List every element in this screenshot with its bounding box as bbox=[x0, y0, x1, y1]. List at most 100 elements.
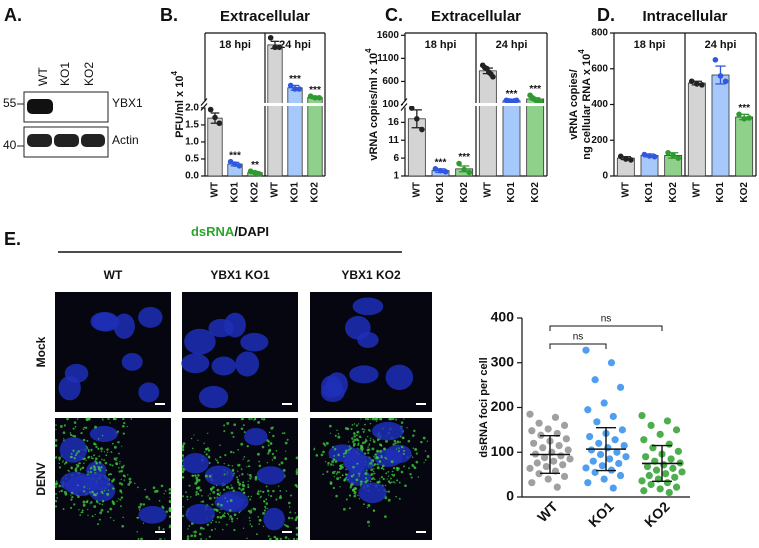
dsrna-signal bbox=[357, 444, 360, 447]
dsrna-signal bbox=[93, 493, 96, 497]
dsrna-signal bbox=[215, 521, 217, 523]
dsrna-signal bbox=[233, 513, 237, 517]
dsrna-signal bbox=[121, 445, 123, 447]
dsrna-signal bbox=[70, 494, 72, 496]
data-point bbox=[550, 457, 558, 465]
dsrna-signal bbox=[247, 460, 249, 462]
dsrna-signal bbox=[315, 454, 319, 457]
dsrna-signal bbox=[352, 440, 355, 443]
dsrna-signal bbox=[223, 430, 226, 433]
data-point bbox=[526, 464, 534, 472]
nucleus bbox=[208, 318, 234, 338]
dsrna-signal bbox=[332, 458, 336, 461]
x-tick-label: KO2 bbox=[459, 182, 470, 203]
nucleus bbox=[385, 444, 412, 464]
dsrna-signal bbox=[86, 501, 88, 504]
column-label: WT bbox=[104, 268, 123, 282]
dsrna-signal bbox=[345, 476, 347, 479]
axis-break bbox=[206, 103, 324, 106]
dsrna-signal bbox=[355, 434, 358, 437]
dsrna-signal bbox=[402, 452, 405, 455]
y-tick-label: 300 bbox=[491, 353, 515, 369]
dsrna-signal bbox=[331, 445, 334, 449]
dsrna-signal bbox=[266, 489, 270, 493]
dsrna-signal bbox=[273, 535, 277, 539]
dsrna-signal bbox=[168, 526, 172, 529]
y-axis-title-superscript: 4 bbox=[577, 49, 586, 54]
dsrna-signal bbox=[261, 418, 264, 420]
nucleus bbox=[113, 313, 135, 339]
dsrna-signal bbox=[390, 417, 393, 421]
dsrna-signal bbox=[107, 489, 110, 492]
dsrna-signal bbox=[62, 461, 64, 463]
dsrna-signal bbox=[96, 523, 99, 526]
dsrna-signal bbox=[380, 456, 383, 459]
nucleus bbox=[181, 353, 210, 374]
dsrna-signal bbox=[353, 432, 356, 435]
dsrna-signal bbox=[240, 427, 244, 431]
dsrna-signal bbox=[216, 488, 220, 492]
dsrna-signal bbox=[243, 431, 246, 434]
dsrna-signal bbox=[94, 460, 97, 463]
dsrna-signal bbox=[95, 445, 98, 449]
dsrna-signal bbox=[279, 495, 282, 498]
dsrna-signal bbox=[63, 490, 67, 494]
dsrna-signal bbox=[233, 472, 235, 475]
dsrna-signal bbox=[396, 468, 399, 472]
dsrna-signal bbox=[117, 440, 120, 444]
dsrna-signal bbox=[336, 429, 338, 432]
dsrna-signal bbox=[413, 429, 416, 433]
dsrna-signal bbox=[374, 463, 377, 466]
dsrna-signal bbox=[216, 461, 220, 464]
nucleus bbox=[352, 297, 384, 316]
dsrna-signal bbox=[284, 457, 288, 461]
data-point bbox=[216, 120, 223, 127]
dsrna-signal bbox=[398, 447, 400, 449]
dsrna-signal bbox=[353, 435, 356, 438]
dsrna-signal bbox=[322, 473, 324, 476]
dsrna-signal bbox=[289, 511, 292, 514]
dsrna-signal bbox=[409, 473, 412, 476]
dsrna-signal bbox=[226, 421, 230, 425]
dsrna-signal bbox=[384, 456, 387, 459]
y-axis-title: vRNA copies/ bbox=[568, 69, 580, 140]
dsrna-signal bbox=[70, 433, 73, 437]
data-point bbox=[669, 464, 677, 472]
dsrna-signal bbox=[82, 428, 84, 430]
data-point bbox=[665, 149, 671, 156]
x-tick-label: KO2 bbox=[668, 182, 679, 203]
dsrna-signal bbox=[249, 498, 252, 501]
dsrna-signal bbox=[324, 460, 327, 463]
data-point bbox=[620, 441, 628, 450]
dsrna-signal bbox=[384, 484, 387, 487]
data-point bbox=[551, 413, 560, 421]
dsrna-signal bbox=[121, 424, 125, 428]
data-point bbox=[562, 435, 570, 443]
dsrna-signal bbox=[90, 466, 93, 470]
y-tick-label: 400 bbox=[491, 309, 515, 325]
dsrna-signal bbox=[364, 472, 368, 476]
dsrna-signal bbox=[352, 465, 355, 469]
dsrna-signal bbox=[357, 494, 359, 497]
x-tick-label: KO2 bbox=[250, 182, 261, 203]
dsrna-signal bbox=[227, 514, 230, 516]
data-point bbox=[722, 78, 729, 85]
data-point bbox=[717, 73, 724, 79]
data-point bbox=[432, 166, 439, 172]
dsrna-signal bbox=[336, 477, 340, 481]
dsrna-signal bbox=[382, 477, 385, 481]
dsrna-signal bbox=[64, 461, 68, 464]
dsrna-signal bbox=[266, 461, 269, 464]
nucleus bbox=[204, 465, 234, 486]
dsrna-signal bbox=[209, 493, 211, 495]
dsrna-signal bbox=[120, 465, 124, 469]
dsrna-signal bbox=[248, 473, 252, 477]
dsrna-signal bbox=[358, 475, 360, 477]
dsrna-signal bbox=[327, 464, 329, 466]
dsrna-signal bbox=[387, 471, 390, 473]
data-point bbox=[651, 153, 658, 160]
dsrna-signal bbox=[246, 537, 248, 540]
dsrna-signal bbox=[124, 475, 126, 478]
data-point bbox=[665, 440, 673, 448]
y-tick-label: 11 bbox=[388, 135, 399, 146]
